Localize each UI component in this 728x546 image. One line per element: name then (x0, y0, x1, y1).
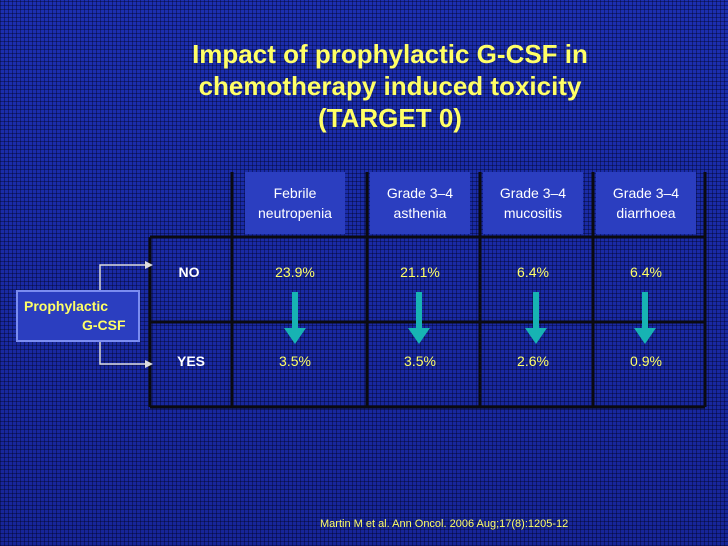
column-header-line-1: Grade 3–4 (386, 185, 454, 201)
value-yes-febrile-neutropenia: 3.5% (279, 353, 311, 369)
column-header-line-1: Grade 3–4 (612, 185, 680, 201)
value-yes-mucositis: 2.6% (517, 353, 549, 369)
column-header-mucositis: Grade 3–4 mucositis (483, 172, 583, 234)
column-header-line-1: Febrile (273, 185, 317, 201)
row-label-yes: YES (176, 353, 205, 369)
slide-title: Impact of prophylactic G-CSF in chemothe… (120, 38, 660, 134)
column-header-line-1: Grade 3–4 (499, 185, 567, 201)
factor-line-1: Prophylactic (24, 298, 109, 314)
title-line-3: (TARGET 0) (318, 103, 462, 133)
column-header-line-2: diarrhoea (616, 205, 676, 221)
column-header-diarrhoea: Grade 3–4 diarrhoea (596, 172, 696, 234)
factor-line-2: G-CSF (82, 317, 126, 333)
title-line-2: chemotherapy induced toxicity (198, 71, 582, 101)
value-yes-asthenia: 3.5% (404, 353, 436, 369)
row-label-no: NO (178, 264, 200, 280)
title-line-1: Impact of prophylactic G-CSF in (192, 39, 588, 69)
column-header-asthenia: Grade 3–4 asthenia (370, 172, 470, 234)
column-header-febrile-neutropenia: Febrile neutropenia (245, 172, 345, 234)
value-no-mucositis: 6.4% (517, 264, 549, 280)
value-no-asthenia: 21.1% (400, 264, 440, 280)
down-arrow-icon (284, 292, 306, 344)
citation: Martin M et al. Ann Oncol. 2006 Aug;17(8… (320, 518, 569, 530)
column-header-line-2: neutropenia (258, 205, 332, 221)
column-header-line-2: mucositis (503, 205, 563, 221)
column-header-line-2: asthenia (393, 205, 447, 221)
value-no-febrile-neutropenia: 23.9% (275, 264, 315, 280)
down-arrow-icon (634, 292, 656, 344)
down-arrow-icon (525, 292, 547, 344)
value-yes-diarrhoea: 0.9% (630, 353, 662, 369)
down-arrow-icon (408, 292, 430, 344)
value-no-diarrhoea: 6.4% (630, 264, 662, 280)
prophylactic-gcsf-box: Prophylactic G-CSF (16, 290, 140, 342)
